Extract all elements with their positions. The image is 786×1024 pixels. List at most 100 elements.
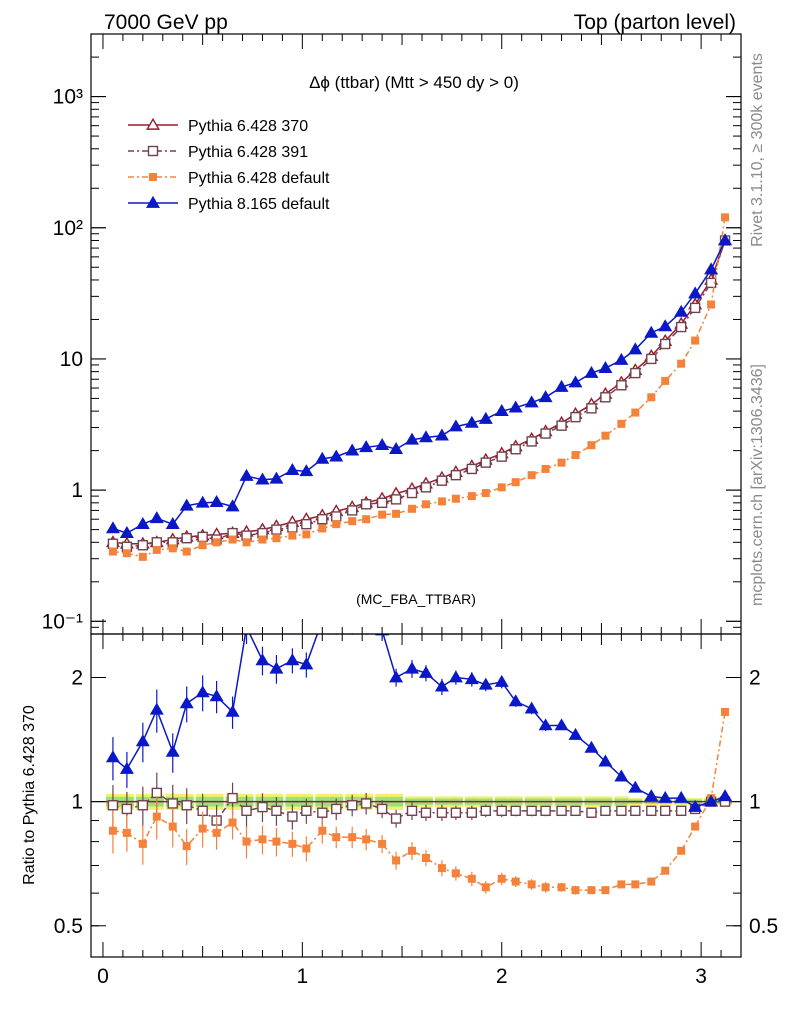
ratio-point-pydef	[318, 826, 327, 835]
main-point-py8	[179, 498, 194, 511]
ratio-point-py8	[614, 769, 629, 782]
main-point-py391	[570, 411, 581, 423]
ratio-point-py391	[301, 805, 312, 817]
main-point-py391	[151, 537, 162, 548]
ratio-point-py8	[317, 615, 329, 625]
main-point-py8	[448, 419, 463, 432]
main-point-py8	[405, 432, 420, 445]
ratio-point-py8	[464, 672, 479, 685]
main-ytick-label: 10⁻¹	[42, 610, 83, 633]
ratio-point-py391	[646, 805, 657, 817]
ratio-ytick-label-right: 2	[749, 667, 761, 690]
main-point-pydef	[511, 478, 520, 487]
ratio-point-py391	[630, 805, 641, 817]
ratio-point-pydef	[587, 886, 596, 895]
main-point-pydef	[318, 524, 327, 533]
main-point-py391	[197, 531, 208, 543]
main-point-pydef	[348, 517, 357, 526]
main-point-py391	[600, 392, 611, 403]
ratio-ytick-label-right: 1	[749, 791, 761, 814]
ratio-point-py8	[494, 674, 509, 687]
main-point-py8	[524, 395, 539, 408]
ratio-point-py8	[584, 740, 599, 753]
main-point-pydef	[601, 431, 610, 440]
main-point-pydef	[541, 464, 550, 473]
header-right: Top (parton level)	[574, 11, 736, 34]
main-series-line-py8	[112, 240, 726, 534]
ratio-point-py8	[105, 750, 120, 763]
legend: Pythia 6.428 370 Pythia 6.428 391 Pythia 6…	[128, 117, 330, 213]
main-point-py391	[510, 444, 521, 455]
ratio-point-pydef	[557, 883, 566, 892]
main-point-py8	[255, 472, 270, 485]
ratio-point-pydef	[451, 869, 460, 878]
ratio-point-py391	[227, 792, 238, 804]
main-point-pydef	[228, 535, 237, 544]
ratio-point-py391	[450, 807, 462, 818]
ratio-point-py8	[478, 677, 493, 690]
main-point-py391	[705, 277, 717, 289]
ratio-point-py8	[135, 734, 150, 747]
main-point-py8	[375, 438, 390, 451]
main-point-py391	[301, 518, 312, 530]
main-point-py391	[271, 524, 282, 535]
main-ytick-label: 1	[71, 479, 83, 502]
ratio-point-py8	[209, 689, 224, 702]
main-point-py8	[359, 440, 374, 453]
legend-label-pydef: Pythia 6.428 default	[188, 170, 330, 187]
ratio-point-py391	[151, 787, 162, 799]
main-point-py8	[704, 262, 719, 275]
main-point-pydef	[288, 531, 297, 540]
ratio-point-py8	[119, 761, 134, 774]
main-point-py391	[630, 367, 641, 379]
main-point-pydef	[108, 547, 117, 556]
ratio-point-pydef	[408, 846, 417, 855]
main-point-py8	[135, 517, 150, 529]
main-point-py8	[119, 525, 134, 538]
ratio-ytick-label: 0.5	[54, 915, 83, 938]
main-point-py8	[285, 462, 300, 475]
ratio-point-pydef	[721, 707, 730, 716]
ratio-point-pydef	[527, 880, 536, 889]
main-point-pydef	[437, 497, 446, 506]
ratio-frame	[90, 633, 742, 958]
ratio-point-pydef	[392, 856, 401, 865]
main-point-py391	[466, 463, 478, 475]
ratio-point-py391	[406, 805, 418, 817]
main-point-pydef	[527, 471, 536, 480]
ratio-point-pydef	[228, 818, 237, 827]
ratio-point-pydef	[467, 874, 476, 883]
main-point-py391	[616, 380, 627, 391]
main-point-py391	[526, 436, 537, 447]
ratio-point-py391	[317, 807, 328, 818]
header: 7000 GeV pp Top (parton level)	[104, 11, 736, 34]
mcplots-label: mcplots.cern.ch [arXiv:1306.3436]	[749, 364, 766, 606]
ratio-point-py391	[121, 803, 133, 815]
ratio-point-pydef	[272, 837, 281, 846]
ratio-point-py391	[660, 805, 671, 817]
ratio-point-py391	[376, 803, 388, 815]
legend-label-py391: Pythia 6.428 391	[188, 144, 308, 161]
ratio-point-py8	[524, 701, 539, 714]
ratio-point-py8	[360, 618, 372, 628]
legend-label-py8: Pythia 8.165 default	[188, 196, 330, 213]
main-point-py8	[674, 304, 689, 317]
main-point-py391	[181, 532, 192, 544]
watermark: (MC_FBA_TTBAR)	[356, 591, 476, 607]
ratio-series-group	[105, 615, 733, 895]
ratio-point-pydef	[288, 839, 297, 848]
main-point-py8	[105, 521, 120, 534]
ratio-point-pydef	[497, 874, 506, 883]
main-point-pydef	[481, 489, 490, 498]
main-point-pydef	[378, 510, 387, 519]
ratio-point-py391	[241, 805, 252, 817]
ratio-point-py8	[508, 694, 523, 707]
ratio-point-py391	[526, 805, 537, 817]
ratio-point-py391	[137, 800, 149, 811]
main-ytick-label: 10	[60, 348, 83, 371]
ratio-point-py8	[434, 679, 449, 692]
ratio-point-py8	[225, 704, 240, 717]
main-point-pydef	[392, 509, 401, 518]
ratio-ylabel: Ratio to Pythia 6.428 370	[21, 705, 38, 885]
main-point-pydef	[421, 500, 430, 509]
